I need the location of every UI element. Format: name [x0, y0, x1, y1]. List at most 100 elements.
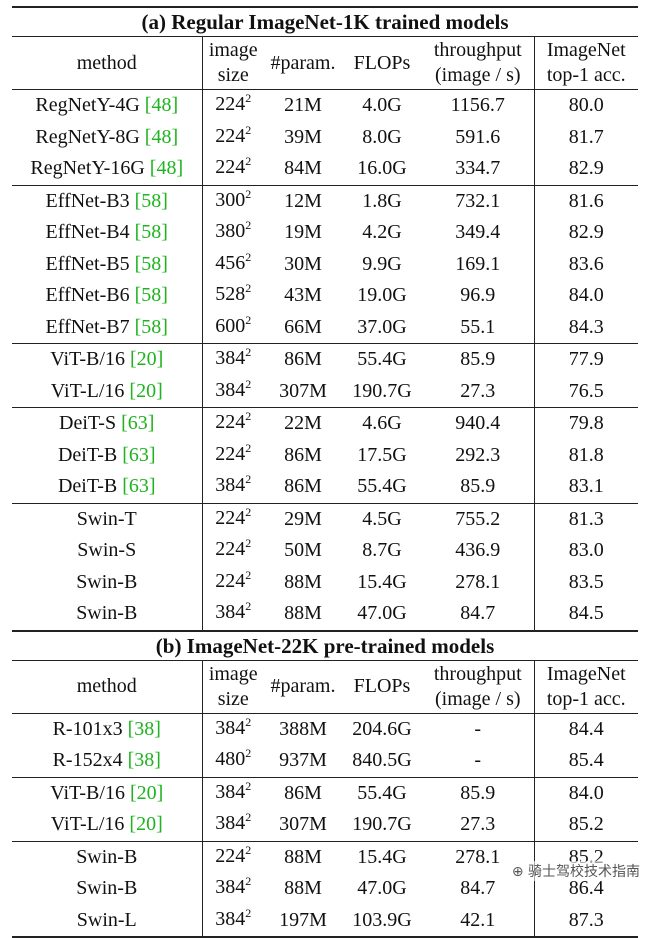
- citation-number[interactable]: 20: [136, 813, 157, 835]
- method-cell: DeiT-B [63]: [12, 439, 203, 471]
- accuracy-cell: 85.4: [568, 749, 604, 771]
- citation-link[interactable]: [48]: [144, 125, 179, 148]
- param-cell: 43M: [284, 284, 322, 306]
- accuracy-cell: 82.9: [568, 221, 604, 243]
- accuracy-cell: 81.7: [568, 125, 604, 148]
- citation-number[interactable]: 20: [136, 379, 157, 402]
- throughput-cell: 27.3: [422, 375, 535, 408]
- method-cell: Swin-B: [12, 873, 203, 905]
- citation-number[interactable]: 48: [151, 94, 172, 116]
- watermark: ⊕ 骑士驾校技术指南: [511, 861, 640, 881]
- method-cell: EffNet-B7 [58]: [12, 311, 203, 344]
- method-cell: EffNet-B4 [58]: [12, 217, 203, 249]
- flops-cell: 4.0G: [342, 89, 422, 122]
- citation-number[interactable]: 63: [127, 412, 148, 434]
- flops-cell: 55.4G: [342, 776, 422, 809]
- citation-link[interactable]: [63]: [121, 412, 155, 434]
- accuracy-cell: 83.6: [568, 252, 604, 275]
- throughput-cell: 55.1: [422, 311, 535, 344]
- citation-number[interactable]: 63: [128, 443, 149, 466]
- param-cell: 86M: [284, 443, 322, 466]
- method-cell: DeiT-S [63]: [12, 407, 203, 440]
- table-row: ViT-L/16 [20] 3842 307M 190.7G 27.3 76.5: [12, 375, 638, 408]
- image-size: 224: [215, 442, 246, 465]
- citation-number[interactable]: 38: [134, 749, 155, 771]
- citation-number[interactable]: 38: [134, 717, 155, 740]
- citation-number[interactable]: 58: [141, 284, 162, 306]
- column-header: throughput (image / s): [422, 659, 535, 713]
- accuracy-cell: 87.3: [534, 904, 639, 938]
- image-size: 384: [215, 347, 246, 369]
- citation-link[interactable]: [20]: [129, 781, 164, 804]
- method-cell: RegNetY-16G [48]: [12, 153, 203, 185]
- image-size: 384: [215, 601, 246, 623]
- throughput-cell: 85.9: [422, 471, 535, 503]
- citation-number[interactable]: 58: [141, 189, 162, 212]
- method-name: Swin-B: [76, 570, 138, 593]
- method-cell: Swin-T: [12, 502, 203, 535]
- citation-link[interactable]: [58]: [134, 284, 168, 306]
- image-size: 224: [215, 124, 246, 147]
- citation-number[interactable]: 63: [128, 475, 149, 497]
- citation-number[interactable]: 58: [141, 221, 162, 243]
- accuracy-cell: 79.8: [534, 407, 639, 440]
- image-size-cell: 2242: [202, 440, 264, 472]
- citation-link[interactable]: [20]: [129, 379, 163, 402]
- citation-link[interactable]: [20]: [129, 348, 164, 370]
- citation-link[interactable]: [38]: [127, 749, 161, 771]
- table-row: Swin-T 2242 29M 4.5G 755.2 81.3: [12, 502, 639, 535]
- accuracy-cell: 84.4: [534, 712, 639, 745]
- table-row: Swin-L 3842 197M 103.9G 42.1 87.3: [12, 904, 639, 938]
- method-name: EffNet-B4: [45, 221, 130, 243]
- citation-link[interactable]: [58]: [134, 315, 168, 338]
- citation-link[interactable]: [58]: [134, 252, 168, 275]
- accuracy-cell: 82.9: [568, 157, 604, 179]
- table-row: ViT-B/16 [20] 3842 86M 55.4G 85.9 84.0: [12, 776, 639, 809]
- citation-link[interactable]: [48]: [149, 157, 184, 179]
- citation-link[interactable]: [58]: [134, 189, 168, 212]
- citation-number[interactable]: 20: [136, 781, 157, 804]
- flops-cell: 1.8G: [342, 184, 422, 217]
- citation-number[interactable]: 48: [151, 125, 172, 148]
- flops-cell: 840.5G: [352, 749, 412, 771]
- method-name: DeiT-S: [59, 412, 117, 434]
- method-name: EffNet-B6: [45, 284, 130, 306]
- image-size-cell: 3842: [202, 904, 264, 938]
- accuracy-cell: 86.4: [568, 877, 604, 899]
- param-cell: 86M: [284, 475, 322, 497]
- table-row: RegNetY-16G [48] 2242 84M 16.0G 334.7 82.9: [12, 153, 638, 185]
- citation-link[interactable]: [58]: [134, 221, 168, 243]
- image-size: 384: [215, 378, 246, 401]
- flops-cell: 19.0G: [357, 284, 407, 306]
- accuracy-cell: 77.9: [534, 343, 639, 376]
- param-cell: 307M: [279, 813, 327, 835]
- param-cell: 88M: [284, 602, 322, 624]
- image-size: 384: [215, 876, 246, 898]
- size-superscript: 2: [245, 567, 252, 582]
- citation-link[interactable]: [63]: [122, 443, 156, 466]
- method-cell: Swin-S: [12, 535, 203, 567]
- citation-number[interactable]: 48: [156, 157, 177, 179]
- method-name: EffNet-B7: [45, 315, 130, 338]
- image-size-cell: 3842: [202, 776, 264, 809]
- method-cell: ViT-L/16 [20]: [12, 809, 203, 841]
- citation-number[interactable]: 58: [141, 315, 162, 338]
- citation-link[interactable]: [38]: [127, 717, 161, 740]
- size-superscript: 2: [245, 440, 252, 455]
- citation-number[interactable]: 20: [136, 348, 157, 370]
- citation-link[interactable]: [63]: [122, 475, 156, 497]
- flops-cell: 15.4G: [357, 570, 407, 593]
- method-name: Swin-L: [76, 908, 137, 931]
- image-size-cell: 2242: [202, 535, 264, 567]
- flops-cell: 103.9G: [342, 904, 422, 938]
- citation-link[interactable]: [20]: [129, 813, 163, 835]
- throughput-cell: 755.2: [422, 502, 535, 535]
- throughput-cell: 278.1: [422, 566, 535, 598]
- param-cell: 21M: [264, 89, 342, 122]
- param-cell: 30M: [284, 252, 322, 275]
- size-superscript: 2: [245, 345, 252, 359]
- citation-link[interactable]: [48]: [144, 94, 179, 116]
- image-size-cell: 2242: [202, 122, 264, 154]
- size-superscript: 2: [245, 905, 252, 920]
- citation-number[interactable]: 58: [141, 252, 162, 275]
